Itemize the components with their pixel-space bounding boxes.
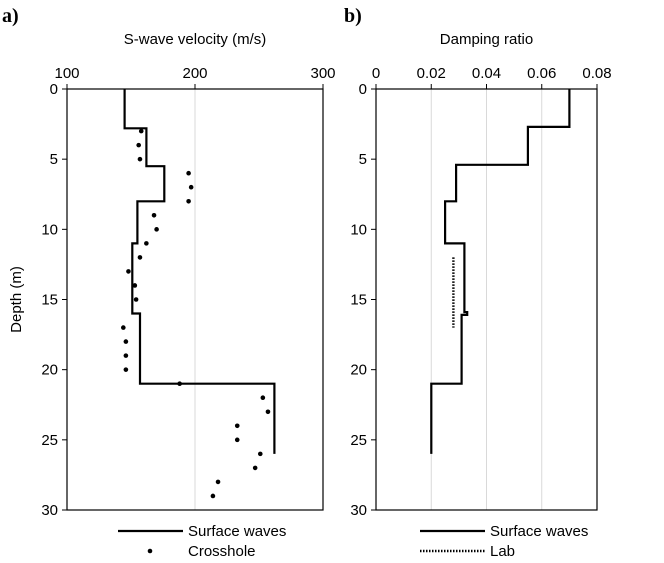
data-point-crosshole xyxy=(265,409,271,415)
data-point-crosshole xyxy=(123,367,129,372)
y-tick-label-velocity: 10 xyxy=(41,221,58,238)
legend-label-surface-waves: Surface waves xyxy=(490,523,588,540)
data-point-crosshole xyxy=(257,451,263,457)
x-tick-label-damping: 0.02 xyxy=(417,65,446,82)
data-point-crosshole xyxy=(234,437,240,443)
y-tick-label-velocity: 20 xyxy=(41,362,58,379)
y-tick-label-velocity: 5 xyxy=(50,151,58,168)
y-tick-label-damping: 30 xyxy=(350,502,367,519)
data-point-crosshole xyxy=(234,423,240,429)
y-tick-label-damping: 10 xyxy=(350,221,367,238)
y-tick-label-velocity: 25 xyxy=(41,432,58,449)
legend-label-crosshole: Crosshole xyxy=(188,543,256,560)
y-tick-label-velocity: 0 xyxy=(50,81,58,98)
data-point-crosshole xyxy=(123,353,129,358)
data-point-crosshole xyxy=(252,465,258,471)
y-tick-label-velocity: 15 xyxy=(41,292,58,309)
data-point-crosshole xyxy=(154,227,159,232)
data-point-crosshole xyxy=(144,241,149,246)
data-point-crosshole xyxy=(138,128,144,134)
data-point-crosshole xyxy=(136,142,141,148)
series-line-surface-waves-damping xyxy=(430,89,571,454)
x-tick-label-damping: 0.08 xyxy=(582,65,611,82)
data-point-crosshole xyxy=(177,381,182,387)
data-point-crosshole xyxy=(137,255,143,260)
data-point-crosshole xyxy=(260,395,266,401)
y-tick-label-velocity: 30 xyxy=(41,502,58,519)
data-point-crosshole xyxy=(123,339,129,344)
data-point-crosshole xyxy=(210,493,216,499)
x-tick-label-velocity: 300 xyxy=(310,65,335,82)
data-point-crosshole xyxy=(215,479,221,485)
x-tick-label-velocity: 100 xyxy=(54,65,79,82)
x-tick-label-velocity: 200 xyxy=(182,65,207,82)
data-point-crosshole xyxy=(126,269,131,274)
data-point-crosshole xyxy=(188,184,194,190)
x-tick-label-damping: 0.04 xyxy=(472,65,501,82)
legend-label-lab: Lab xyxy=(490,543,515,560)
series-line-surface-waves-velocity xyxy=(123,89,276,454)
y-tick-label-damping: 15 xyxy=(350,292,367,309)
x-tick-label-damping: 0.06 xyxy=(527,65,556,82)
y-tick-label-damping: 0 xyxy=(359,81,367,98)
y-tick-label-damping: 25 xyxy=(350,432,367,449)
y-tick-label-damping: 20 xyxy=(350,362,367,379)
data-point-crosshole xyxy=(186,170,191,176)
legend-marker-crosshole xyxy=(147,548,153,554)
data-point-crosshole xyxy=(121,325,126,330)
y-tick-label-damping: 5 xyxy=(359,151,367,168)
data-point-crosshole xyxy=(137,156,143,162)
data-point-crosshole xyxy=(151,213,157,218)
legend-label-surface-waves: Surface waves xyxy=(188,523,286,540)
x-axis-title-velocity: S-wave velocity (m/s) xyxy=(124,31,267,48)
y-axis-title-velocity: Depth (m) xyxy=(8,266,25,333)
panel-label-damping: b) xyxy=(344,5,362,27)
data-point-crosshole xyxy=(186,198,191,204)
data-point-crosshole xyxy=(132,283,138,288)
data-point-crosshole xyxy=(133,297,139,302)
panel-label-velocity: a) xyxy=(2,5,19,27)
x-tick-label-damping: 0 xyxy=(372,65,380,82)
x-axis-title-damping: Damping ratio xyxy=(440,31,533,48)
